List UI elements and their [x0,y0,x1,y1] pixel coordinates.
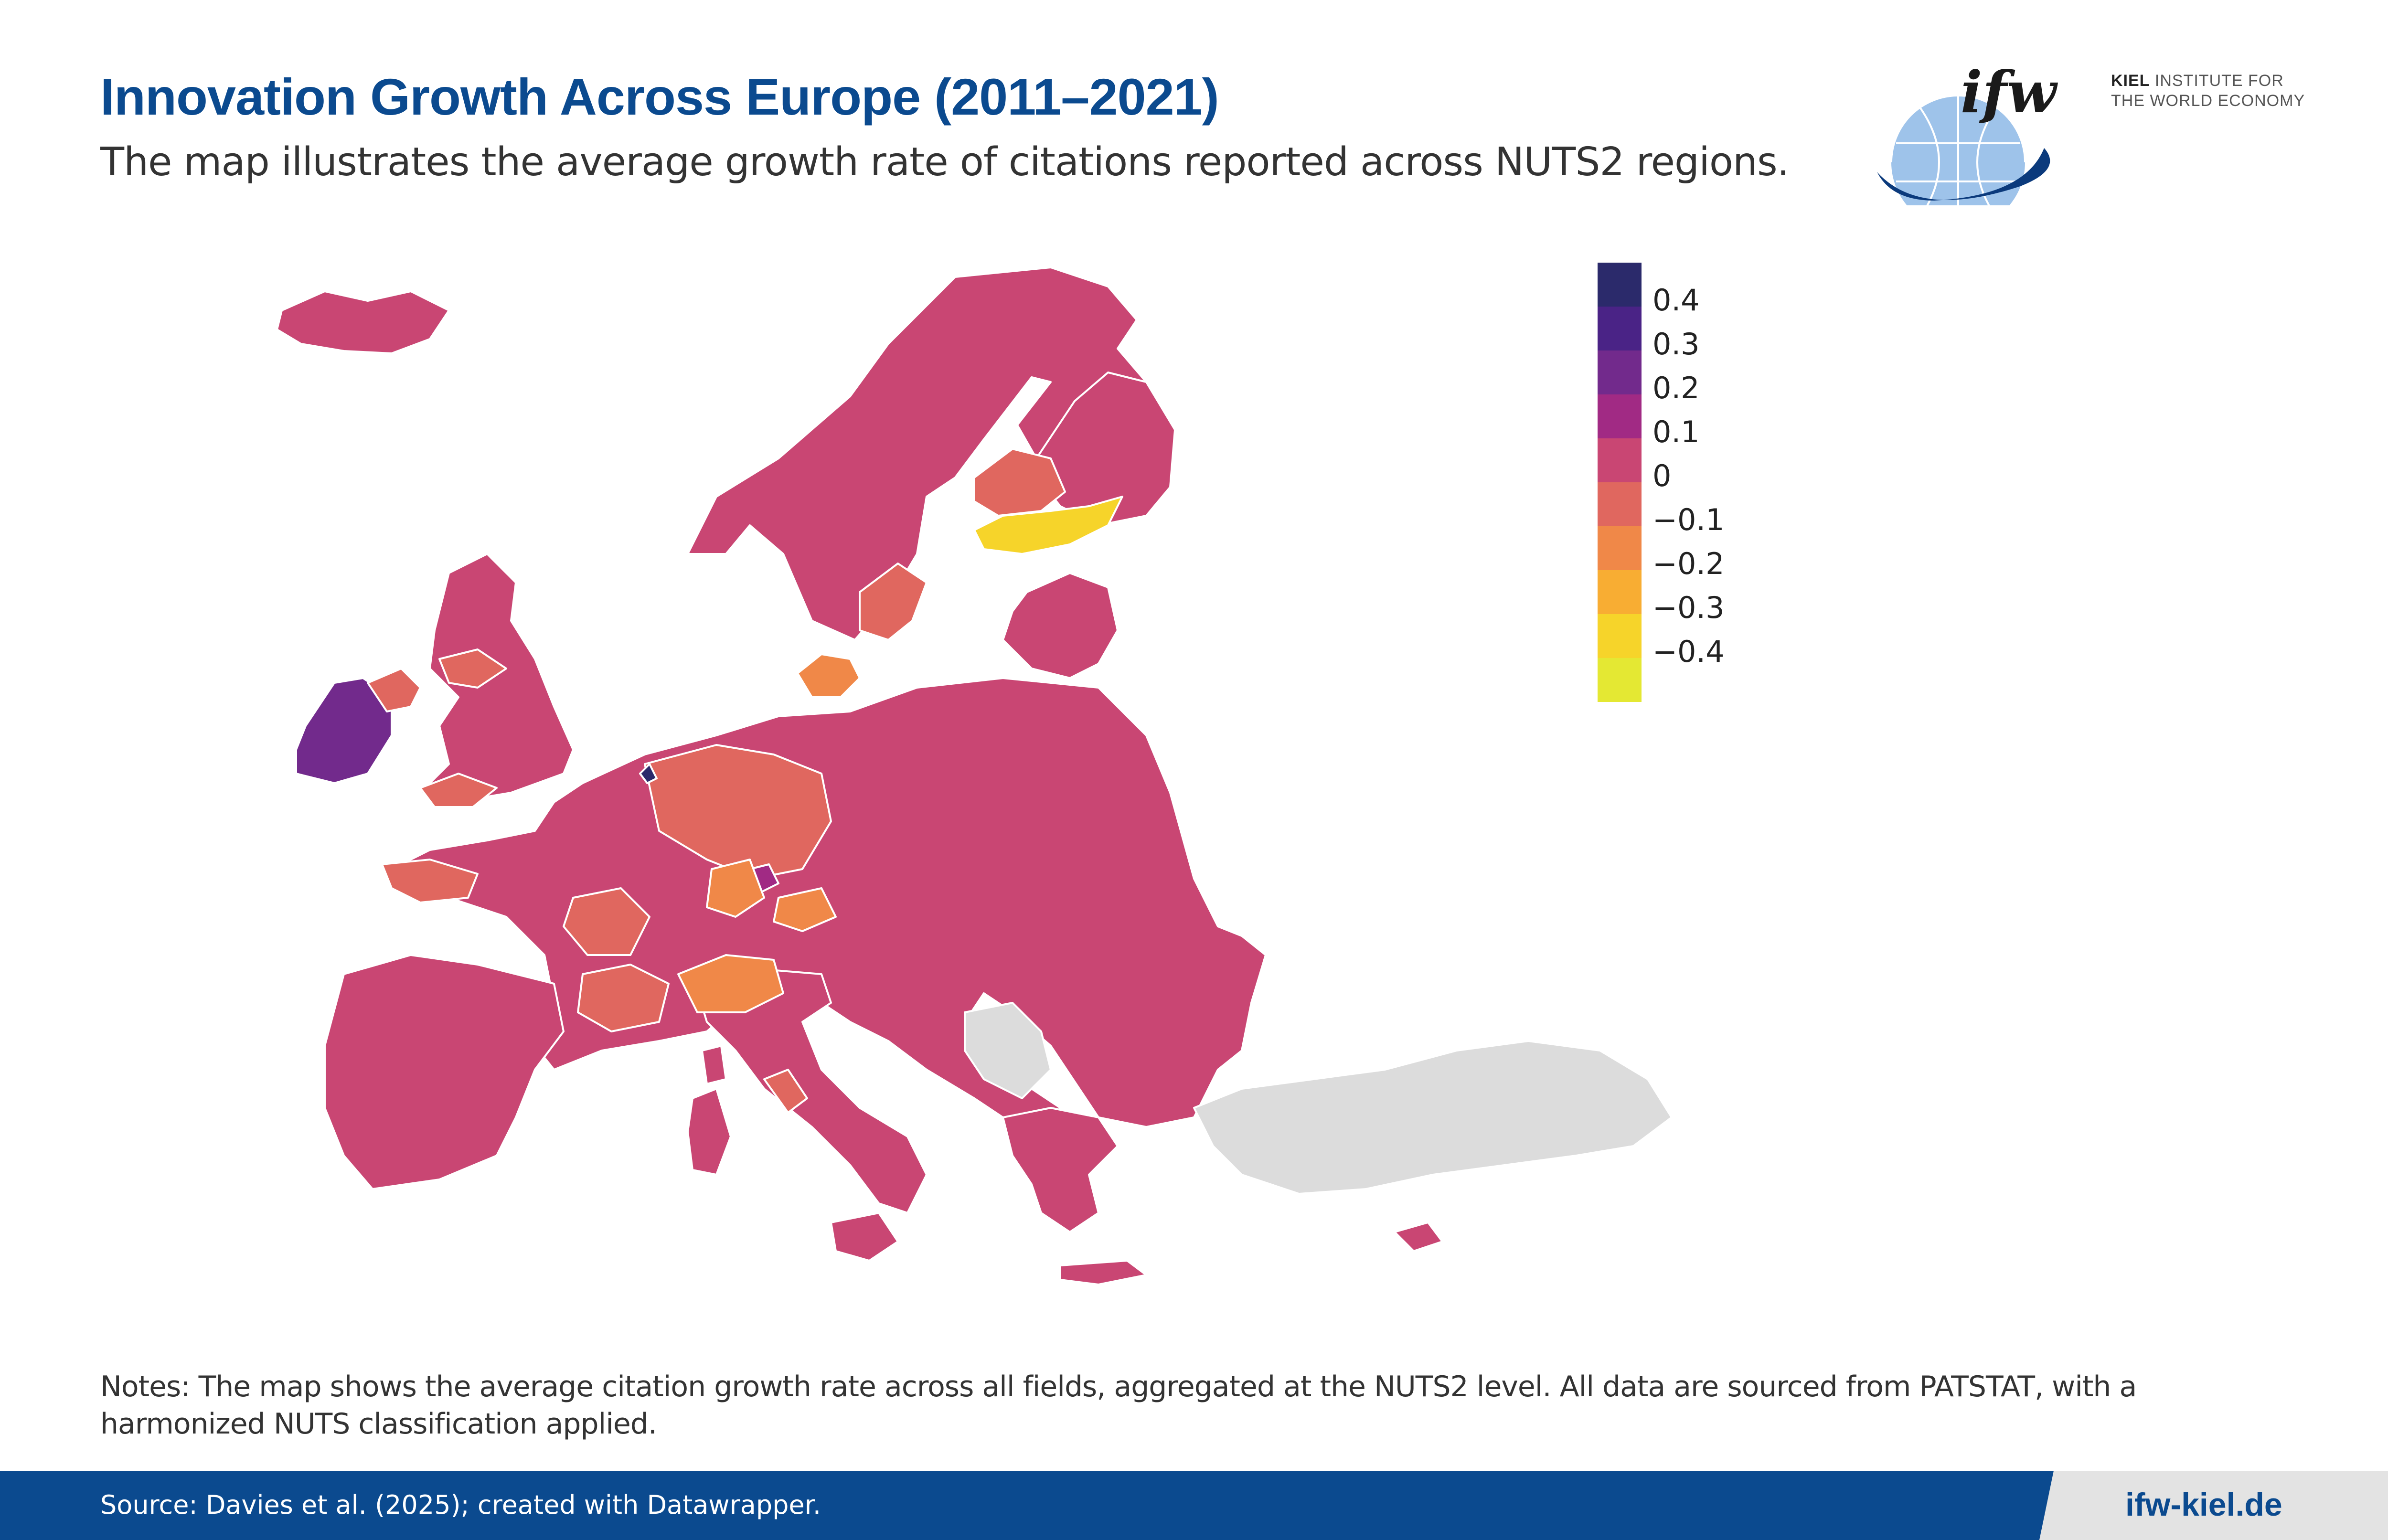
region-italy[interactable] [692,968,927,1214]
legend-label: 0.2 [1652,371,1700,405]
notes-text: Notes: The map shows the average citatio… [100,1370,2137,1441]
region-rhone-alpes[interactable] [577,964,670,1032]
europe-choropleth-map [276,266,1673,1285]
region-netherlands-highlight[interactable] [639,763,658,784]
legend-swatch [1598,614,1642,658]
region-turkey-nodata[interactable] [1193,1040,1673,1195]
region-finland-central[interactable] [973,448,1066,517]
region-baltics[interactable] [1002,572,1119,679]
region-corsica[interactable] [701,1045,727,1085]
region-brittany[interactable] [381,859,479,903]
legend-swatch [1598,438,1642,482]
region-england-southwest[interactable] [419,773,498,808]
legend-swatch [1598,526,1642,570]
region-crete[interactable] [1059,1260,1147,1285]
region-denmark[interactable] [797,653,861,698]
legend-swatch [1598,570,1642,614]
region-southern-germany[interactable] [706,859,765,918]
region-cyprus[interactable] [1394,1221,1443,1252]
source-text: Source: Davies et al. (2025); created wi… [100,1490,821,1520]
region-ireland[interactable] [295,677,393,784]
region-france-east[interactable] [563,887,650,956]
legend-label: 0.3 [1652,327,1700,361]
page-title: Innovation Growth Across Europe (2011–20… [100,68,1219,126]
region-iceland[interactable] [276,290,450,354]
legend-swatch [1598,307,1642,350]
footer-site-panel [2039,1471,2388,1540]
globe-icon [1877,95,2050,205]
legend-label: −0.4 [1652,634,1725,669]
region-austria[interactable] [773,887,837,932]
region-iberia[interactable] [324,954,565,1190]
region-finland-south[interactable] [973,496,1123,555]
legend-label: −0.1 [1652,502,1725,537]
page-subtitle: The map illustrates the average growth r… [100,139,1790,185]
legend-label: 0.4 [1652,283,1700,318]
footer-bar [0,1471,2388,1540]
region-northern-italy[interactable] [677,954,784,1013]
legend-label: −0.2 [1652,546,1725,581]
legend-label: −0.3 [1652,590,1725,625]
ifw-mark: ifw [1961,62,2058,126]
region-northern-ireland[interactable] [367,668,421,712]
ifw-logo: ifw [1877,62,2058,205]
logo-line-2: THE WORLD ECONOMY [2111,92,2305,110]
legend-swatch [1598,263,1642,307]
region-sardinia[interactable] [687,1088,732,1176]
legend-swatch [1598,482,1642,526]
region-greece[interactable] [1002,1107,1119,1233]
logo-line-1: KIEL INSTITUTE FOR [2111,72,2284,90]
region-great-britain[interactable] [419,553,574,803]
region-serbia-nodata[interactable] [964,1002,1052,1099]
legend-swatch [1598,350,1642,394]
region-scotland-south[interactable] [438,648,507,689]
region-germany[interactable] [644,744,832,880]
legend-label: 0.1 [1652,414,1700,449]
region-sicily[interactable] [830,1212,899,1262]
region-tuscany[interactable] [763,1069,808,1114]
legend-swatch [1598,658,1642,702]
site-link[interactable]: ifw-kiel.de [2125,1487,2282,1523]
legend-swatch [1598,394,1642,438]
legend-label: 0 [1652,458,1672,493]
region-sweden-southeast[interactable] [859,563,927,641]
